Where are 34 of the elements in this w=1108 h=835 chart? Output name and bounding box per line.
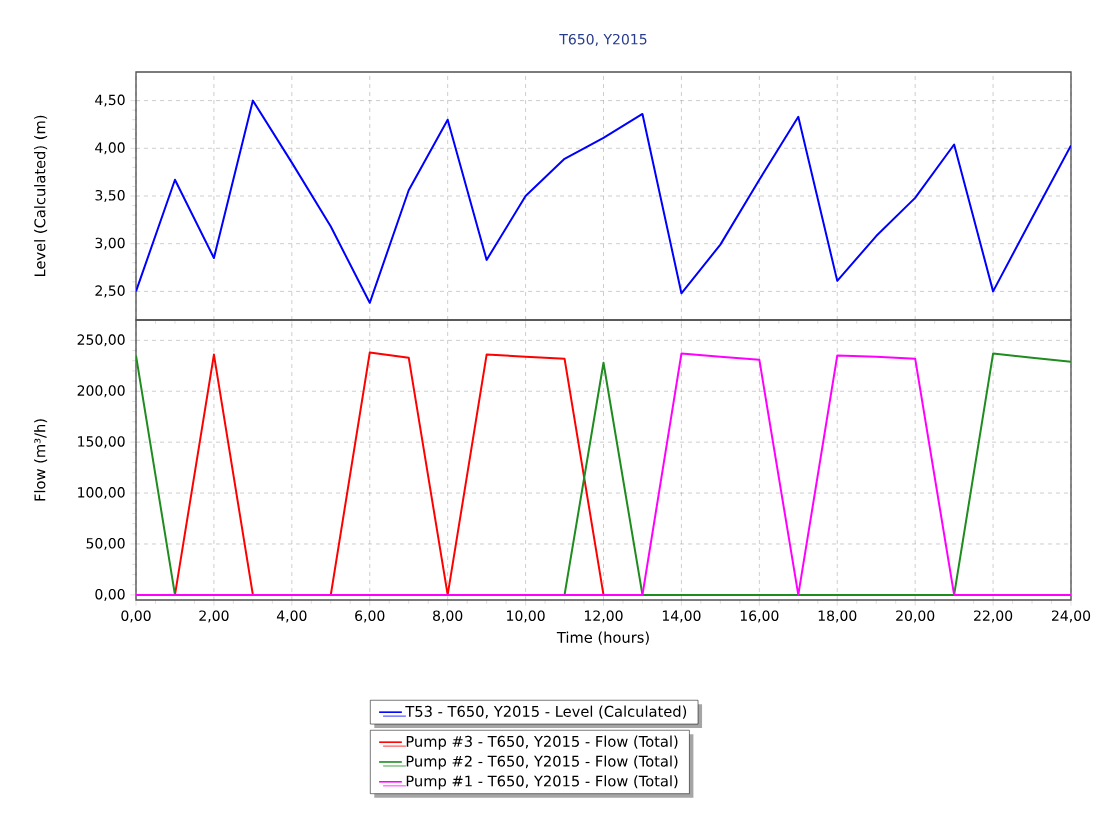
y-tick-label: 4,00 xyxy=(95,142,125,155)
legend-label: Pump #3 - T650, Y2015 - Flow (Total) xyxy=(406,735,678,750)
y-tick-label: 150,00 xyxy=(78,436,125,449)
x-tick-label: 22,00 xyxy=(974,610,1013,623)
y-tick-label: 50,00 xyxy=(86,537,125,550)
x-tick-label: 0,00 xyxy=(121,610,151,623)
x-axis-title: Time (hours) xyxy=(556,631,649,645)
legend-label: T53 - T650, Y2015 - Level (Calculated) xyxy=(405,705,687,719)
y-tick-label: 100,00 xyxy=(78,487,125,500)
y-tick-label: 250,00 xyxy=(77,334,125,347)
x-tick-label: 10,00 xyxy=(507,610,545,623)
x-tick-label: 2,00 xyxy=(199,610,229,623)
x-tick-label: 18,00 xyxy=(818,610,857,623)
legend-label: Pump #1 - T650, Y2015 - Flow (Total) xyxy=(406,775,678,790)
y-tick-label: 3,00 xyxy=(95,237,125,250)
y-tick-label: 4,50 xyxy=(95,94,125,107)
x-tick-label: 14,00 xyxy=(662,610,701,623)
legend-label: Pump #2 - T650, Y2015 - Flow (Total) xyxy=(406,755,678,770)
y-axis-title: Flow (m³/h) xyxy=(34,419,48,501)
y-tick-label: 200,00 xyxy=(77,385,125,398)
x-tick-label: 8,00 xyxy=(433,610,463,623)
x-tick-label: 6,00 xyxy=(355,610,385,623)
y-tick-label: 2,50 xyxy=(95,285,125,298)
line-series xyxy=(173,351,605,596)
x-tick-label: 12,00 xyxy=(584,610,623,623)
y-axis-title: Level (Calculated) (m) xyxy=(34,115,48,277)
x-tick-label: 4,00 xyxy=(276,610,307,623)
y-tick-label: 3,50 xyxy=(95,189,125,203)
y-tick-label: 0,00 xyxy=(95,588,125,601)
x-tick-label: 20,00 xyxy=(896,610,935,623)
x-tick-label: 24,00 xyxy=(1051,610,1091,623)
line-series xyxy=(136,99,1071,304)
x-tick-label: 16,00 xyxy=(740,610,779,623)
chart-title: T650, Y2015 xyxy=(559,33,647,46)
